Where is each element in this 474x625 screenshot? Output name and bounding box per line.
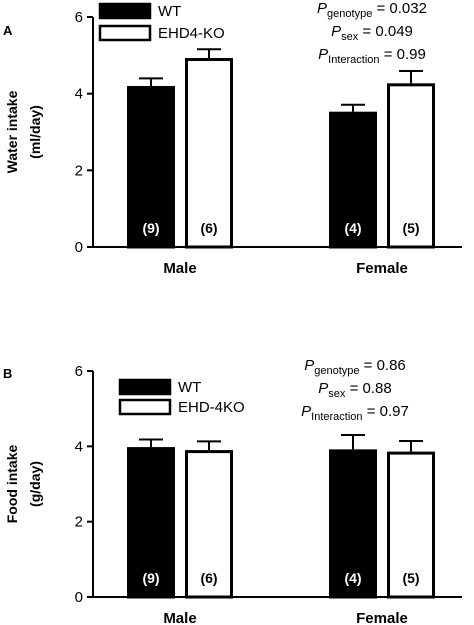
sample-size-label: (5) (402, 570, 419, 586)
p-value-annotation: Pgenotype = 0.032 (317, 0, 427, 20)
legend-label: EHD-4KO (178, 399, 245, 416)
p-value-annotation: Pgenotype = 0.86 (304, 357, 406, 377)
sample-size-label: (6) (200, 220, 217, 236)
legend-swatch (98, 2, 152, 20)
bar-ko (387, 451, 435, 599)
y-tick-label: 0 (75, 239, 83, 256)
p-value-annotation: PInteraction = 0.99 (318, 46, 426, 66)
sample-size-label: (9) (142, 220, 159, 236)
legend-label: EHD4-KO (158, 25, 225, 42)
p-value-annotation: Psex = 0.88 (318, 380, 391, 400)
chart-panel-B: B 0 2 4 6 Food intake (g/day) (9) (6) Male (4) (5) F… (3, 357, 462, 625)
legend-swatch (98, 24, 152, 42)
y-tick-label: 6 (75, 9, 83, 26)
y-tick-label: 6 (75, 363, 83, 380)
panel-label: A (3, 23, 13, 38)
bar-wt (329, 449, 377, 599)
y-axis-title: Water intake (4, 90, 20, 173)
bar-wt (329, 111, 377, 249)
sample-size-label: (4) (344, 220, 361, 236)
y-axis-title: (ml/day) (27, 105, 43, 159)
y-tick-label: 2 (75, 514, 83, 531)
p-value-annotation: PInteraction = 0.97 (301, 403, 409, 423)
y-tick-label: 4 (75, 86, 83, 103)
x-tick-label: Male (163, 610, 196, 625)
bar-ko (387, 83, 435, 249)
y-tick-label: 4 (75, 438, 83, 455)
sample-size-label: (6) (200, 570, 217, 586)
sample-size-label: (9) (142, 570, 159, 586)
legend-swatch (118, 378, 172, 396)
y-axis-title: (g/day) (27, 461, 43, 507)
y-tick-label: 2 (75, 162, 83, 179)
legend-label: WT (158, 3, 181, 20)
p-value-annotation: Psex = 0.049 (331, 23, 413, 43)
x-tick-label: Female (356, 260, 408, 277)
x-tick-label: Male (163, 260, 196, 277)
y-tick-label: 0 (75, 589, 83, 606)
x-tick-label: Female (356, 610, 408, 625)
y-axis-title: Food intake (4, 445, 20, 524)
bar-wt (127, 447, 175, 599)
chart-panel-A: A 0 2 4 6 Water intake (ml/day) (9) (6) Male (4) (5… (3, 0, 462, 277)
legend-label: WT (178, 379, 201, 396)
legend-swatch (118, 398, 172, 416)
sample-size-label: (4) (344, 570, 361, 586)
bar-ko (185, 58, 233, 249)
panel-label: B (3, 366, 12, 381)
sample-size-label: (5) (402, 220, 419, 236)
